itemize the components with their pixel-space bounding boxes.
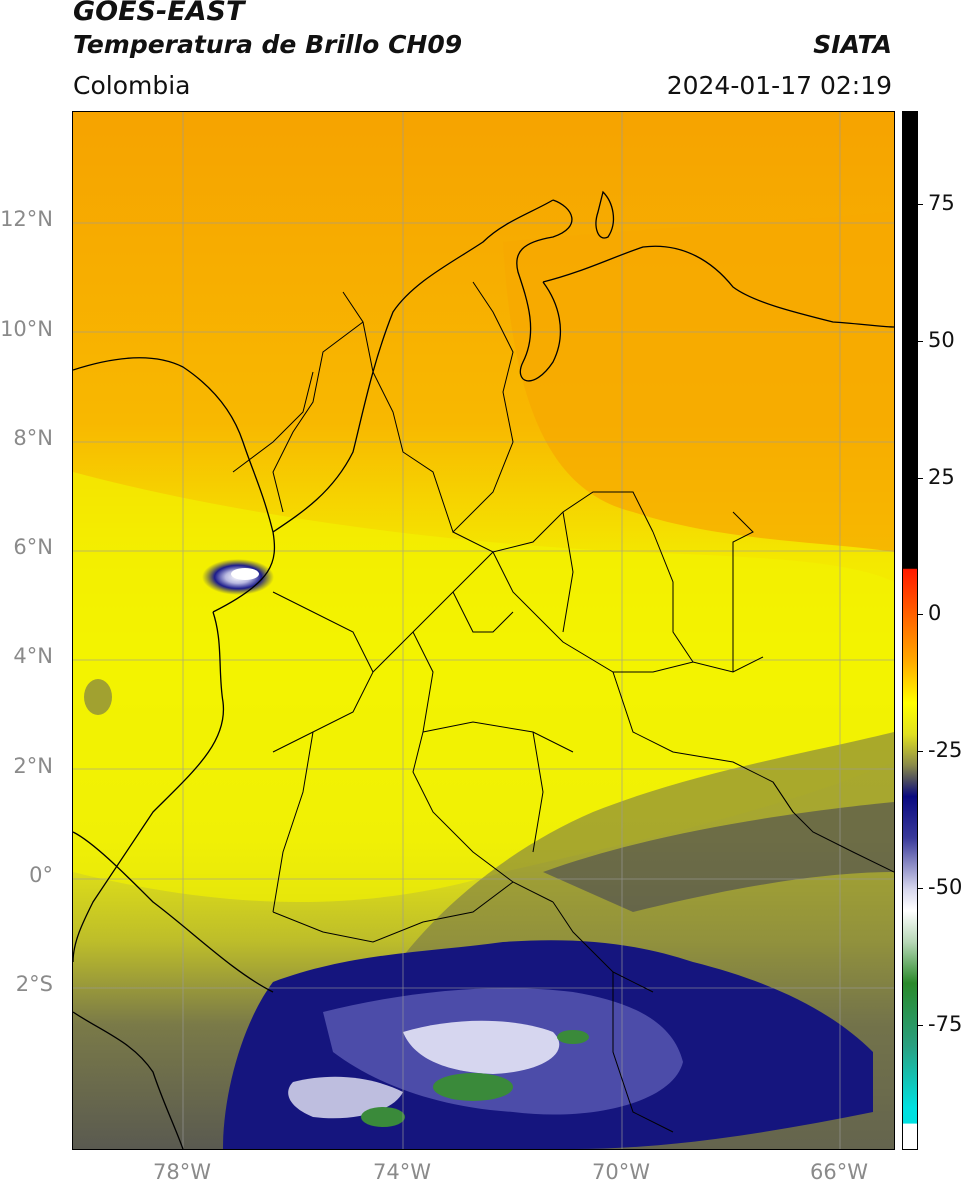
lon-label-74w: 74°W <box>373 1160 431 1184</box>
datetime-label: 2024-01-17 02:19 <box>666 71 892 100</box>
region-label: Colombia <box>73 71 191 100</box>
colorbar-label-m75: -75 <box>928 1012 963 1036</box>
lat-label-4n: 4°N <box>13 644 53 668</box>
lat-label-2s: 2°S <box>15 972 53 996</box>
warm-region-ne <box>503 212 894 552</box>
map-canvas <box>73 112 894 1149</box>
colorbar-label-m50: -50 <box>928 875 963 899</box>
lon-label-78w: 78°W <box>153 1160 211 1184</box>
colorbar-tick-75 <box>917 204 923 205</box>
satellite-map[interactable] <box>72 111 895 1150</box>
colorbar-tick-m75 <box>917 1025 923 1026</box>
colorbar-tick-50 <box>917 341 923 342</box>
lat-label-0: 0° <box>29 863 53 887</box>
lon-label-70w: 70°W <box>592 1160 650 1184</box>
colorbar-tick-25 <box>917 478 923 479</box>
lat-label-6n: 6°N <box>13 535 53 559</box>
very-cold-tops <box>403 1020 560 1074</box>
lat-label-10n: 10°N <box>0 317 53 341</box>
cloud-band-east <box>543 802 894 912</box>
product-title: GOES-EAST <box>73 0 245 27</box>
colorbar-tick-m50 <box>917 888 923 889</box>
coastlines <box>73 190 894 1149</box>
colorbar-tick-m25 <box>917 751 923 752</box>
colorbar-label-50: 50 <box>928 328 955 352</box>
graticule <box>73 112 894 1149</box>
colorbar-label-0: 0 <box>928 601 942 625</box>
admin-borders <box>232 281 894 1133</box>
pacific-cloud <box>84 679 112 715</box>
colorbar-gradient <box>903 112 917 1149</box>
coldest-tops-3 <box>557 1030 589 1044</box>
coldest-tops-1 <box>433 1073 513 1101</box>
lat-label-2n: 2°N <box>13 754 53 778</box>
lat-label-8n: 8°N <box>13 426 53 450</box>
coldest-tops-2 <box>361 1107 405 1127</box>
product-subtitle: Temperatura de Brillo CH09 <box>73 30 463 59</box>
organization-label: SIATA <box>813 30 892 59</box>
colorbar <box>902 111 918 1150</box>
colorbar-label-75: 75 <box>928 191 955 215</box>
storm-core <box>231 568 259 580</box>
colorbar-label-25: 25 <box>928 465 955 489</box>
lon-label-66w: 66°W <box>810 1160 868 1184</box>
lat-label-12n: 12°N <box>0 207 53 231</box>
colorbar-tick-0 <box>917 614 923 615</box>
colorbar-label-m25: -25 <box>928 738 963 762</box>
